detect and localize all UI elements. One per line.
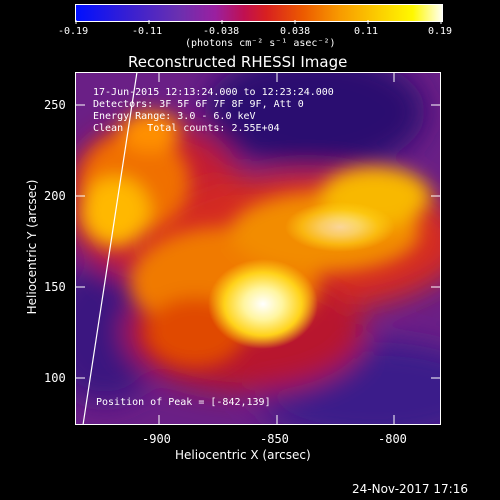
colorbar-units: (photons cm⁻² s⁻¹ asec⁻²) [185,38,336,49]
colorbar-tick-label: 0.038 [280,26,311,37]
x-tick-label: -850 [260,432,289,446]
energy-range: Energy Range: 3.0 - 6.0 keV [93,111,256,122]
colorbar [75,4,443,22]
y-tick-label: 200 [44,189,66,203]
colorbar-tick-label: 0.19 [428,26,453,37]
x-tick-label: -900 [142,432,171,446]
y-tick-label: 100 [44,371,66,385]
clean-total-counts: Clean Total counts: 2.55E+04 [93,123,280,134]
observation-time: 17-Jun-2015 12:13:24.000 to 12:23:24.000 [93,87,334,98]
peak-position: Position of Peak = [-842,139] [96,397,271,408]
y-axis-label: Heliocentric Y (arcsec) [25,179,39,315]
y-tick-label: 250 [44,98,66,112]
x-tick-label: -800 [378,432,407,446]
y-tick-label: 150 [44,280,66,294]
colorbar-tick-label: -0.038 [203,26,240,37]
generation-date: 24-Nov-2017 17:16 [352,482,468,496]
colorbar-tick-label: -0.11 [132,26,163,37]
x-axis-label: Heliocentric X (arcsec) [175,448,311,462]
detectors-info: Detectors: 3F 5F 6F 7F 8F 9F, Att 0 [93,99,304,110]
rhessi-image [75,72,441,425]
colorbar-ticks [75,20,442,24]
plot-title: Reconstructed RHESSI Image [128,53,348,71]
colorbar-tick-label: -0.19 [58,26,89,37]
colorbar-tick-label: 0.11 [354,26,379,37]
